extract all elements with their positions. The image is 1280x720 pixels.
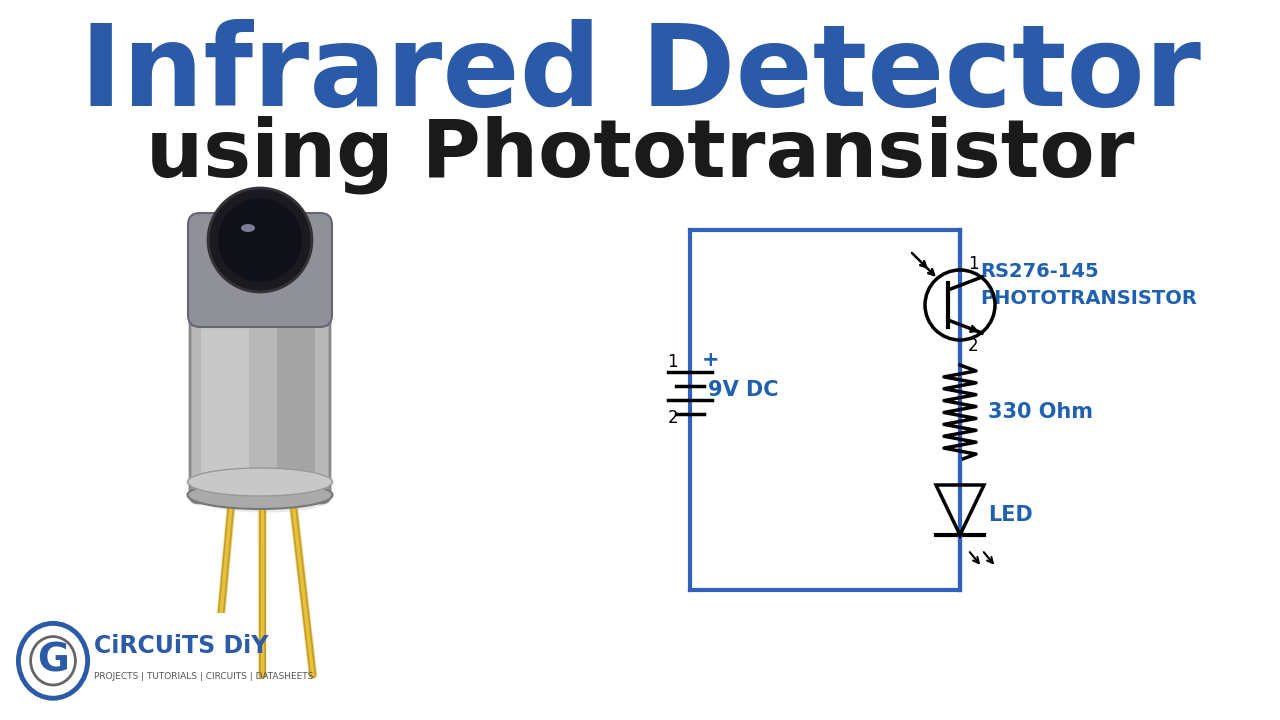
FancyBboxPatch shape bbox=[188, 213, 332, 327]
Circle shape bbox=[207, 188, 312, 292]
Text: Infrared Detector: Infrared Detector bbox=[79, 19, 1201, 130]
Circle shape bbox=[31, 636, 76, 685]
Circle shape bbox=[218, 198, 302, 282]
Ellipse shape bbox=[187, 468, 333, 496]
Text: 330 Ohm: 330 Ohm bbox=[988, 402, 1093, 423]
Text: 1: 1 bbox=[667, 353, 678, 371]
Ellipse shape bbox=[200, 487, 330, 513]
Text: LED: LED bbox=[988, 505, 1033, 525]
Text: CiRCUiTS DiY: CiRCUiTS DiY bbox=[93, 634, 269, 659]
FancyBboxPatch shape bbox=[276, 305, 315, 491]
Text: 2: 2 bbox=[667, 409, 678, 427]
FancyBboxPatch shape bbox=[189, 292, 330, 503]
Ellipse shape bbox=[198, 285, 323, 315]
FancyBboxPatch shape bbox=[8, 611, 237, 709]
Text: 1: 1 bbox=[968, 255, 979, 273]
FancyBboxPatch shape bbox=[201, 304, 250, 492]
Text: 2: 2 bbox=[968, 337, 979, 355]
Text: G: G bbox=[37, 642, 69, 680]
Circle shape bbox=[18, 624, 87, 698]
Ellipse shape bbox=[241, 224, 255, 232]
Text: using Phototransistor: using Phototransistor bbox=[146, 116, 1134, 194]
Text: RS276-145
PHOTOTRANSISTOR: RS276-145 PHOTOTRANSISTOR bbox=[980, 262, 1197, 307]
Text: PROJECTS | TUTORIALS | CIRCUITS | DATASHEETS: PROJECTS | TUTORIALS | CIRCUITS | DATASH… bbox=[93, 672, 314, 680]
Text: 9V DC: 9V DC bbox=[708, 380, 778, 400]
Text: +: + bbox=[701, 350, 719, 370]
Ellipse shape bbox=[225, 250, 275, 270]
Ellipse shape bbox=[187, 481, 333, 509]
